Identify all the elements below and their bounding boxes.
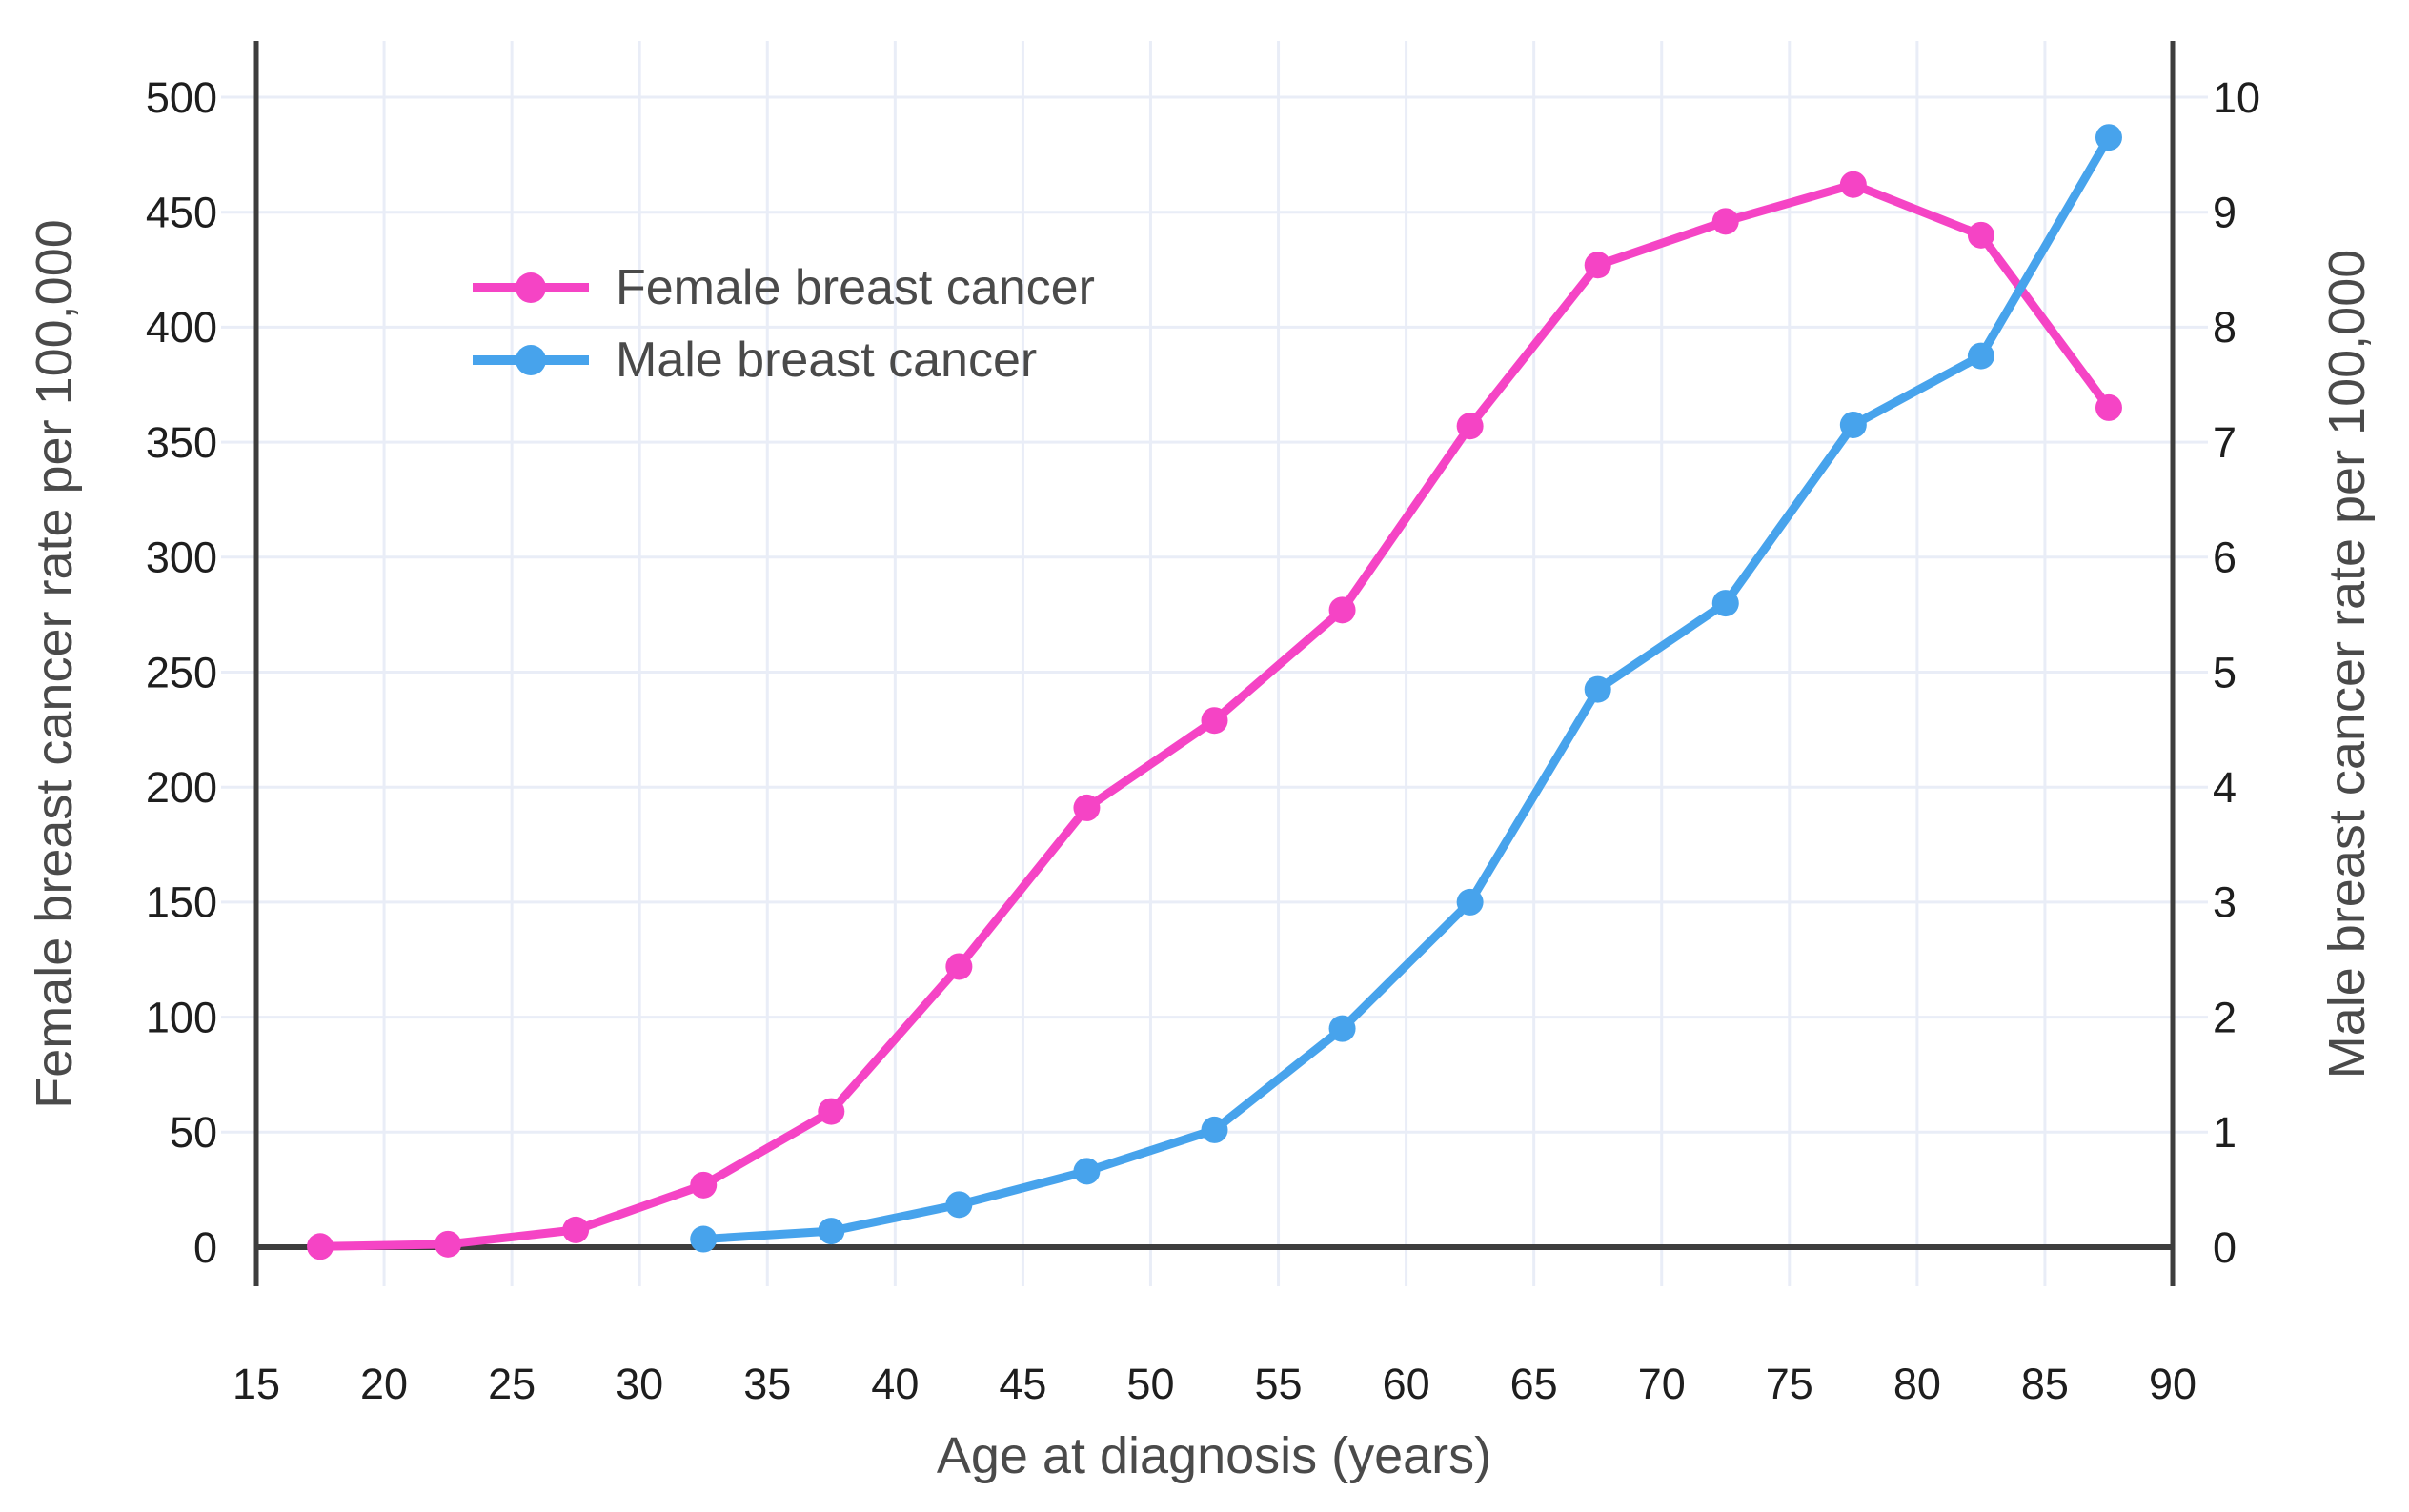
data-point-male: [1711, 590, 1739, 617]
data-point-female: [1967, 221, 1994, 249]
x-axis-title: Age at diagnosis (years): [936, 1427, 1492, 1484]
data-point-male: [1073, 1158, 1101, 1185]
data-point-female: [435, 1230, 462, 1258]
y-tick-label-left: 50: [170, 1108, 217, 1157]
x-tick-label: 90: [2149, 1360, 2196, 1408]
y-tick-label-left: 250: [146, 648, 217, 696]
x-tick-label: 25: [488, 1360, 536, 1408]
data-point-female: [1201, 707, 1228, 735]
legend-label-female: Female breast cancer: [616, 260, 1095, 315]
data-point-female: [307, 1233, 334, 1260]
y-tick-label-left: 100: [146, 993, 217, 1041]
data-point-male: [1584, 675, 1611, 703]
y-tick-label-right: 7: [2213, 418, 2237, 467]
x-tick-label: 80: [1893, 1360, 1941, 1408]
legend-dot-icon: [516, 272, 546, 303]
data-point-male: [818, 1218, 845, 1245]
data-point-female: [1456, 413, 1484, 440]
x-tick-label: 30: [616, 1360, 663, 1408]
y-tick-label-left: 450: [146, 188, 217, 236]
data-point-female: [818, 1098, 845, 1125]
y-tick-label-right: 1: [2213, 1108, 2237, 1157]
data-point-female: [1073, 794, 1101, 821]
data-point-male: [1201, 1116, 1228, 1143]
x-tick-label: 40: [871, 1360, 919, 1408]
data-point-female: [562, 1216, 590, 1243]
y-tick-label-left: 0: [193, 1223, 217, 1272]
legend-swatch-female: [473, 272, 589, 303]
y-tick-label-right: 4: [2213, 763, 2237, 812]
data-point-male: [2095, 124, 2122, 151]
data-point-male: [1456, 888, 1484, 916]
data-point-male: [1967, 342, 1994, 370]
y-tick-label-left: 500: [146, 73, 217, 122]
y-tick-label-right: 0: [2213, 1223, 2237, 1272]
x-tick-label: 75: [1766, 1360, 1813, 1408]
x-tick-label: 85: [2021, 1360, 2069, 1408]
y-tick-label-right: 8: [2213, 303, 2237, 352]
legend-dot-icon: [516, 345, 546, 375]
data-point-female: [1839, 171, 1867, 198]
series-line-male: [698, 132, 2114, 1244]
data-point-female: [1328, 596, 1356, 624]
y-tick-label-right: 5: [2213, 648, 2237, 696]
y-tick-label-right: 2: [2213, 993, 2237, 1041]
y-tick-label-right: 9: [2213, 188, 2237, 236]
chart-legend: Female breast cancer Male breast cancer: [471, 257, 1095, 391]
legend-swatch-male: [473, 345, 589, 375]
y-tick-label-left: 150: [146, 878, 217, 927]
y-tick-label-right: 10: [2213, 73, 2260, 122]
x-tick-label: 15: [233, 1360, 280, 1408]
data-point-female: [690, 1171, 718, 1199]
x-tick-label: 70: [1638, 1360, 1686, 1408]
data-point-female: [1711, 208, 1739, 235]
data-point-male: [690, 1225, 718, 1253]
y-tick-label-left: 200: [146, 763, 217, 812]
x-tick-label: 50: [1126, 1360, 1174, 1408]
data-point-male: [945, 1191, 973, 1219]
x-tick-label: 45: [999, 1360, 1046, 1408]
data-point-female: [2095, 393, 2122, 421]
x-tick-label: 20: [360, 1360, 408, 1408]
data-point-male: [1328, 1015, 1356, 1042]
y-tick-label-right: 3: [2213, 878, 2237, 927]
legend-item-male[interactable]: Male breast cancer: [471, 330, 1095, 391]
x-tick-label: 60: [1383, 1360, 1430, 1408]
x-tick-label: 55: [1255, 1360, 1303, 1408]
y-tick-label-left: 350: [146, 418, 217, 467]
x-tick-label: 65: [1510, 1360, 1558, 1408]
y-axis-title-right: Male breast cancer rate per 100,000: [2318, 249, 2376, 1079]
data-point-female: [945, 953, 973, 980]
data-point-female: [1584, 252, 1611, 279]
y-tick-label-left: 400: [146, 303, 217, 352]
y-axis-title-left: Female breast cancer rate per 100,000: [26, 219, 83, 1109]
x-tick-label: 35: [743, 1360, 791, 1408]
y-tick-label-right: 6: [2213, 534, 2237, 582]
data-point-male: [1839, 411, 1867, 438]
legend-item-female[interactable]: Female breast cancer: [471, 257, 1095, 318]
y-tick-label-left: 300: [146, 534, 217, 582]
legend-label-male: Male breast cancer: [616, 333, 1038, 388]
